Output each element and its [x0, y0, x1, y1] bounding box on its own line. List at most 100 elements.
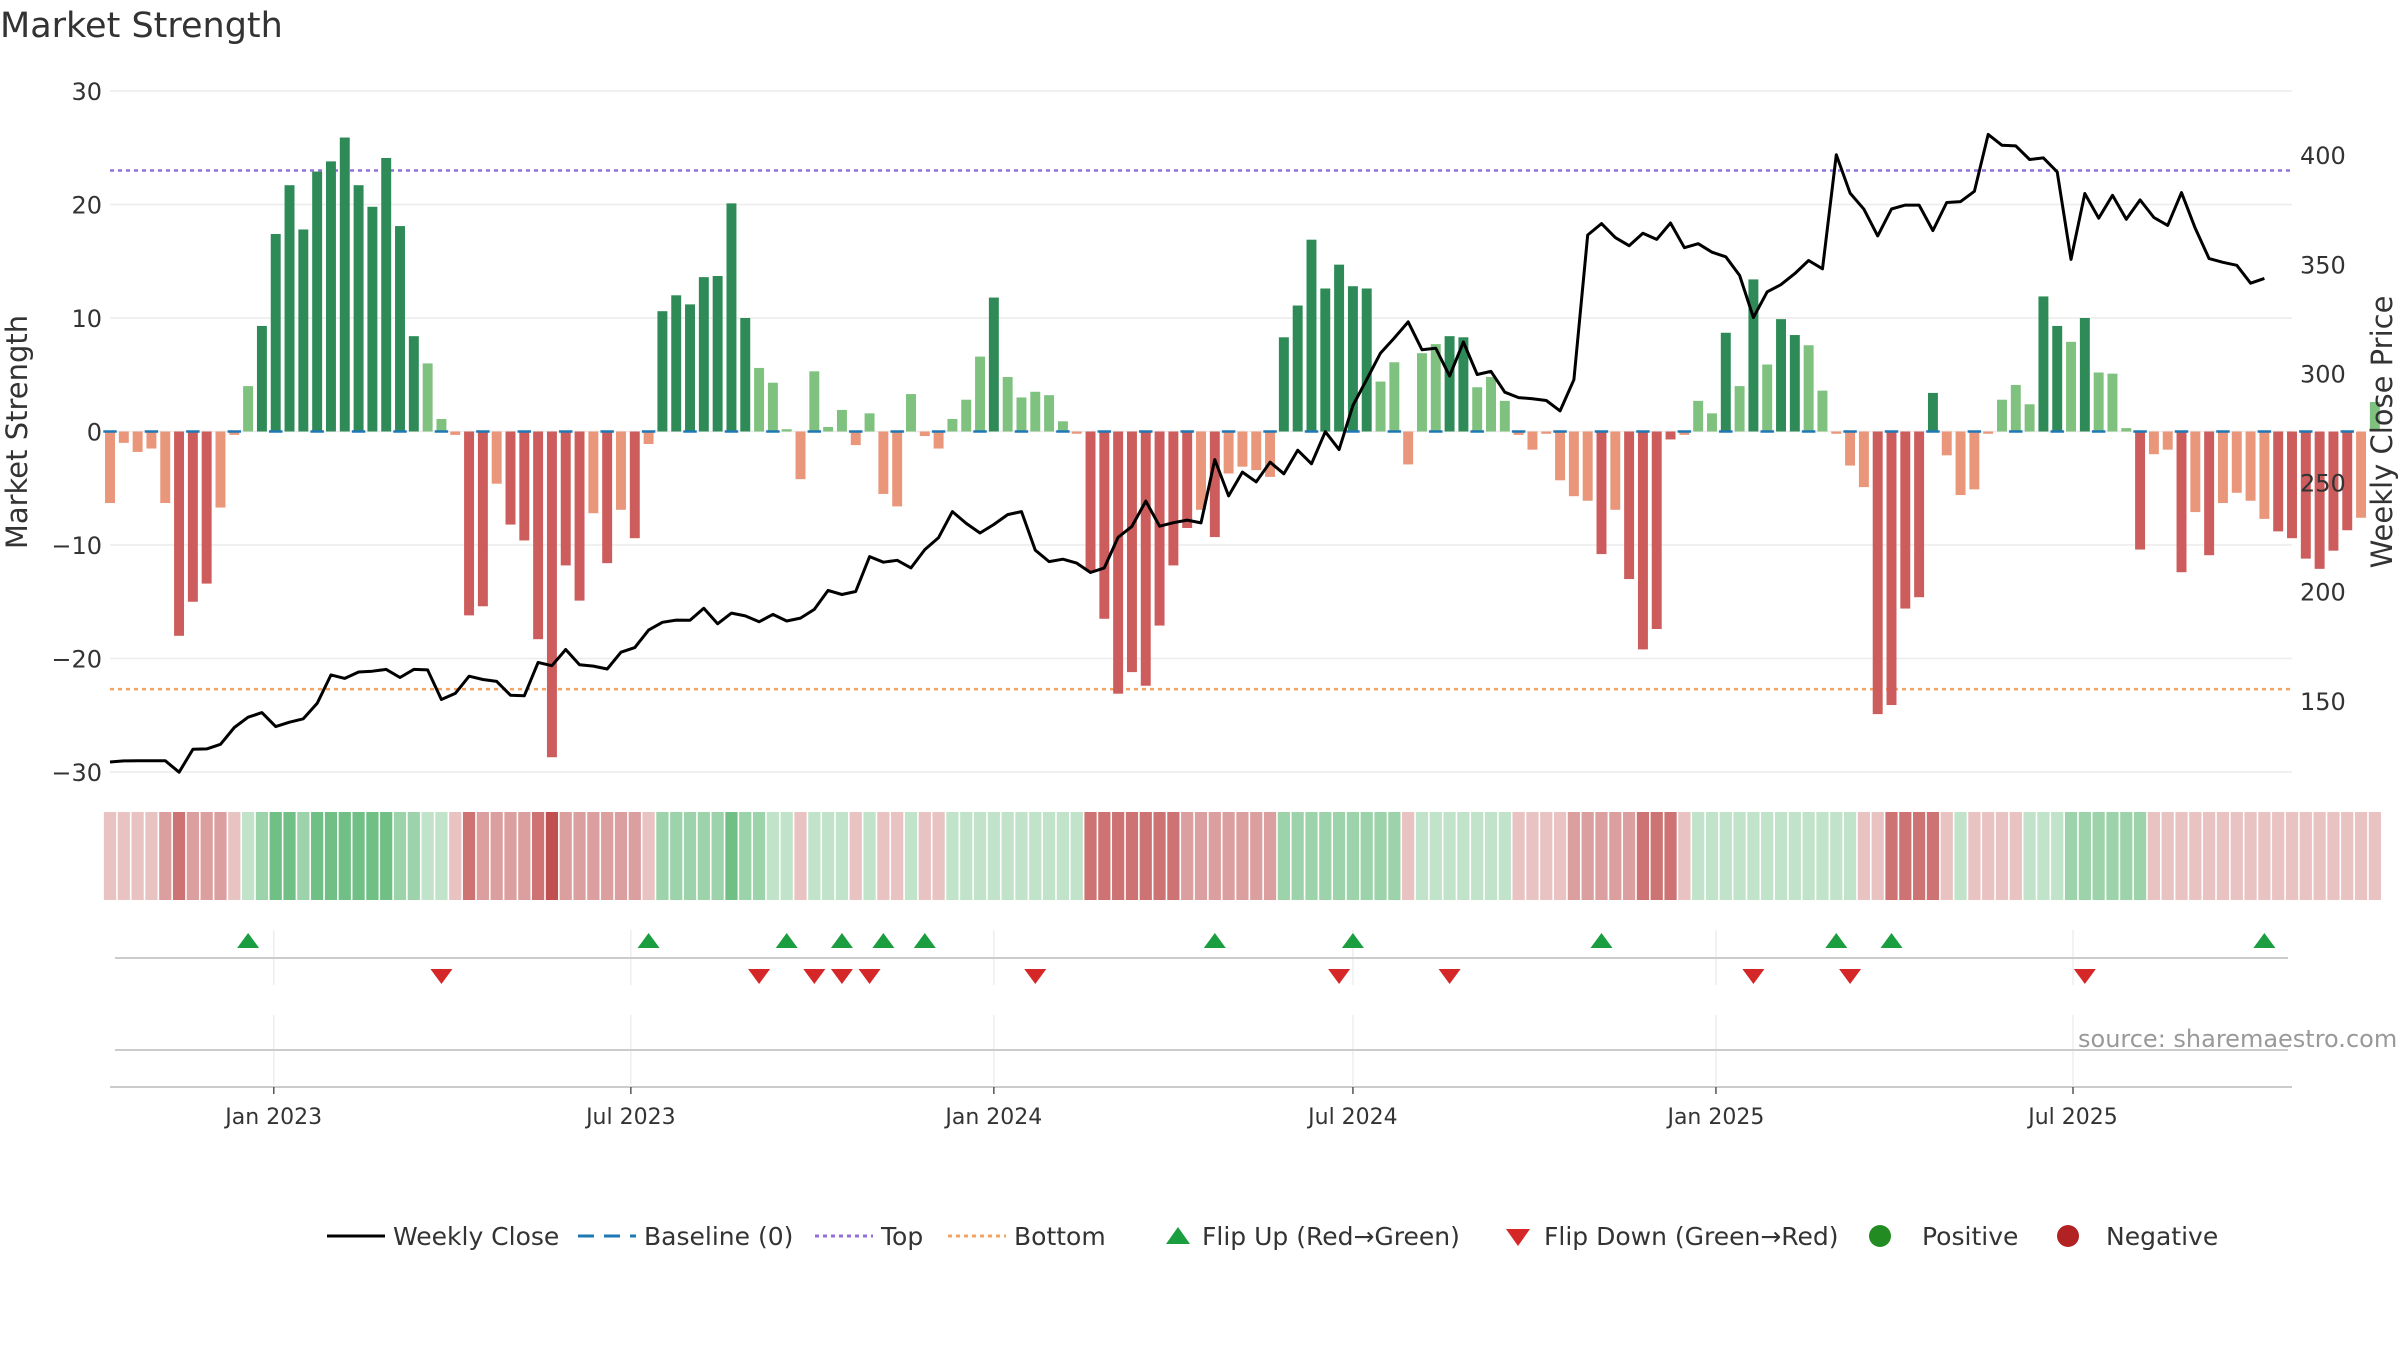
strength-bar: [533, 431, 544, 640]
x-tick-label: Jan 2025: [1665, 1105, 1764, 1130]
strip-cell: [518, 812, 531, 900]
strength-bar: [1182, 431, 1193, 528]
strength-bar: [1831, 431, 1842, 434]
strength-bar: [1306, 239, 1317, 432]
strip-cell: [366, 812, 379, 900]
strip-cell: [255, 812, 269, 900]
strip-cell: [1498, 812, 1511, 900]
strip-cell: [2175, 812, 2188, 900]
x-tick-label: Jul 2025: [2026, 1105, 2118, 1130]
strength-bar: [1361, 288, 1372, 432]
y-right-tick-label: 200: [2300, 579, 2346, 607]
strip-cell: [2285, 812, 2299, 900]
flip-down-marker: [1839, 969, 1862, 984]
strip-cell: [2147, 812, 2161, 900]
strength-bar: [1140, 431, 1151, 686]
strength-bar: [2273, 431, 2284, 532]
strip-cell: [2092, 812, 2105, 900]
strength-bar: [1278, 337, 1289, 432]
strength-bar: [602, 431, 613, 564]
strip-cell: [2064, 812, 2078, 900]
strength-bar: [201, 431, 212, 584]
strength-bar: [1209, 431, 1220, 538]
strip-cell: [1650, 812, 1663, 900]
legend-item-bottom: Bottom: [948, 1222, 1106, 1251]
flip-up-marker: [1825, 933, 1848, 948]
strength-bar: [2052, 325, 2063, 432]
strength-bar: [919, 431, 930, 437]
strip-cell: [117, 812, 130, 900]
strip-cell: [2313, 812, 2326, 900]
strength-bar: [2217, 431, 2228, 504]
strip-cell: [1899, 812, 1912, 900]
weekly-close-line: [109, 132, 2265, 774]
strip-cell: [1664, 812, 1677, 900]
strip-cell: [683, 812, 697, 900]
strip-cell: [946, 812, 959, 900]
strength-bar: [2190, 431, 2201, 513]
strength-bar: [1707, 413, 1717, 432]
strength-bar: [1113, 431, 1124, 694]
strip-cell: [1609, 812, 1622, 900]
strip-cell: [1512, 812, 1525, 900]
strip-cell: [1484, 812, 1498, 900]
strip-cell: [504, 812, 517, 900]
strength-bar: [1223, 431, 1234, 474]
strip-cell: [1788, 812, 1801, 900]
strip-cell: [2244, 812, 2257, 900]
legend-label: Flip Down (Green→Red): [1544, 1222, 1839, 1251]
strength-bar: [878, 431, 889, 494]
strength-bar: [850, 431, 861, 446]
strip-cell: [476, 812, 489, 900]
strength-bar: [726, 203, 737, 432]
strip-cell: [2368, 812, 2381, 900]
legend-item-close: Weekly Close: [327, 1222, 559, 1251]
strip-cell: [932, 812, 945, 900]
strength-bar: [1154, 431, 1165, 626]
strength-bar: [256, 325, 267, 432]
strip-cell: [131, 812, 144, 900]
left-axis: 30 20 10 0 −10 −20 −30 Market Strength: [0, 78, 102, 787]
legend-label: Negative: [2106, 1222, 2218, 1251]
strength-bar: [767, 382, 778, 432]
strip-cell: [1995, 812, 2009, 900]
strip-cell: [1181, 812, 1194, 900]
strip-cell: [711, 812, 724, 900]
strip-cell: [863, 812, 876, 900]
strip-cell: [145, 812, 158, 900]
strip-cell: [1402, 812, 1415, 900]
strip-cell: [1705, 812, 1719, 900]
y-left-tick-label: 30: [71, 78, 102, 106]
flip-down-marker: [1438, 969, 1461, 984]
y-left-tick-label: 10: [71, 305, 102, 333]
strength-bar: [1527, 431, 1538, 450]
strength-bar: [809, 371, 820, 432]
x-tick-label: Jan 2023: [223, 1105, 322, 1130]
strip-cell: [1443, 812, 1456, 900]
flip-up-marker: [913, 933, 936, 948]
strength-bar: [2300, 431, 2311, 559]
strip-cell: [324, 812, 338, 900]
strength-bar: [1693, 400, 1704, 432]
legend-item-flip_down: Flip Down (Green→Red): [1506, 1222, 1839, 1251]
strip-cell: [2258, 812, 2271, 900]
strip-cell: [891, 812, 904, 900]
strip-cell: [2037, 812, 2050, 900]
flip-down-marker: [1742, 969, 1765, 984]
legend-label: Positive: [1922, 1222, 2018, 1251]
y-right-tick-label: 300: [2300, 360, 2346, 388]
strength-bar: [1265, 431, 1276, 477]
strip-cell: [186, 812, 199, 900]
strip-cell: [449, 812, 462, 900]
strip-cell: [2078, 812, 2091, 900]
strength-bar: [1941, 431, 1952, 456]
flip-down-marker: [803, 969, 826, 984]
strip-cell: [1636, 812, 1650, 900]
strength-bar: [1044, 395, 1055, 432]
strength-bar: [1472, 387, 1483, 432]
strip-cell: [241, 812, 255, 900]
strength-bar: [422, 363, 433, 432]
flip-up-marker: [637, 933, 660, 948]
flip-down-marker: [2073, 969, 2096, 984]
